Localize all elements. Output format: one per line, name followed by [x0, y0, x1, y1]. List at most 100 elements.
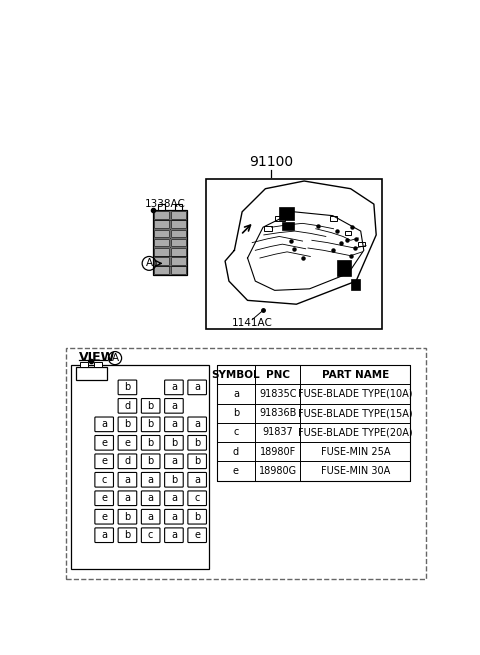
Text: e: e: [101, 493, 107, 503]
Bar: [282, 222, 294, 231]
FancyBboxPatch shape: [142, 528, 160, 542]
FancyBboxPatch shape: [118, 380, 137, 395]
FancyBboxPatch shape: [118, 436, 137, 450]
Text: 91836B: 91836B: [259, 408, 297, 418]
Text: a: a: [101, 419, 107, 429]
Bar: [154, 211, 169, 219]
Text: a: a: [171, 419, 177, 429]
Bar: [80, 362, 88, 367]
Text: b: b: [233, 408, 239, 418]
Bar: [71, 365, 209, 569]
Text: b: b: [147, 457, 154, 466]
Bar: [171, 220, 186, 228]
Text: e: e: [101, 457, 107, 466]
Bar: [171, 257, 186, 265]
Text: a: a: [101, 530, 107, 540]
Text: e: e: [101, 438, 107, 448]
Text: 18980F: 18980F: [260, 447, 296, 457]
Text: 91835C: 91835C: [259, 389, 297, 399]
Text: a: a: [194, 475, 200, 485]
Bar: [154, 267, 169, 274]
Bar: [171, 267, 186, 274]
Text: c: c: [148, 530, 154, 540]
FancyBboxPatch shape: [118, 472, 137, 487]
FancyBboxPatch shape: [95, 528, 113, 542]
FancyBboxPatch shape: [165, 491, 183, 506]
Text: VIEW: VIEW: [79, 351, 116, 364]
Text: b: b: [124, 530, 131, 540]
Text: c: c: [194, 493, 200, 503]
FancyBboxPatch shape: [165, 417, 183, 432]
Text: a: a: [124, 475, 131, 485]
Text: SYMBOL: SYMBOL: [212, 369, 260, 380]
FancyBboxPatch shape: [188, 528, 206, 542]
Bar: [278, 207, 294, 219]
FancyBboxPatch shape: [188, 510, 206, 524]
Text: A: A: [111, 353, 119, 363]
Bar: [330, 216, 337, 221]
Text: FUSE-MIN 25A: FUSE-MIN 25A: [321, 447, 390, 457]
Bar: [264, 227, 272, 231]
FancyBboxPatch shape: [95, 454, 113, 468]
Text: e: e: [233, 466, 239, 476]
FancyBboxPatch shape: [188, 454, 206, 468]
Text: 91837: 91837: [263, 428, 293, 438]
Text: a: a: [171, 530, 177, 540]
Text: a: a: [233, 389, 239, 399]
Text: a: a: [194, 383, 200, 392]
Text: d: d: [233, 447, 239, 457]
FancyBboxPatch shape: [142, 472, 160, 487]
Bar: [171, 229, 186, 237]
FancyBboxPatch shape: [142, 436, 160, 450]
FancyBboxPatch shape: [165, 528, 183, 542]
Text: b: b: [124, 512, 131, 522]
Bar: [154, 229, 169, 237]
Bar: [75, 367, 107, 381]
Text: b: b: [147, 438, 154, 448]
Bar: [337, 259, 351, 276]
Text: a: a: [124, 493, 131, 503]
Text: FUSE-MIN 30A: FUSE-MIN 30A: [321, 466, 390, 476]
Text: e: e: [124, 438, 131, 448]
Text: a: a: [148, 512, 154, 522]
Text: b: b: [147, 419, 154, 429]
Text: b: b: [124, 383, 131, 392]
Text: a: a: [148, 493, 154, 503]
Text: d: d: [124, 457, 131, 466]
FancyBboxPatch shape: [142, 491, 160, 506]
Text: FUSE-BLADE TYPE(10A): FUSE-BLADE TYPE(10A): [298, 389, 412, 399]
Bar: [154, 239, 169, 246]
Bar: [350, 279, 360, 290]
Bar: [154, 220, 169, 228]
FancyBboxPatch shape: [95, 491, 113, 506]
FancyBboxPatch shape: [188, 380, 206, 395]
Text: d: d: [124, 401, 131, 411]
FancyBboxPatch shape: [165, 380, 183, 395]
Bar: [171, 211, 186, 219]
FancyBboxPatch shape: [118, 398, 137, 413]
Bar: [154, 257, 169, 265]
Text: b: b: [147, 401, 154, 411]
Bar: [94, 362, 102, 367]
FancyBboxPatch shape: [142, 398, 160, 413]
FancyBboxPatch shape: [165, 510, 183, 524]
FancyBboxPatch shape: [165, 398, 183, 413]
Text: 18980G: 18980G: [259, 466, 297, 476]
Text: a: a: [171, 383, 177, 392]
FancyBboxPatch shape: [165, 472, 183, 487]
Text: b: b: [124, 419, 131, 429]
Text: e: e: [194, 530, 200, 540]
Text: b: b: [171, 475, 177, 485]
FancyBboxPatch shape: [142, 510, 160, 524]
Text: a: a: [171, 493, 177, 503]
Text: e: e: [101, 512, 107, 522]
Text: a: a: [148, 475, 154, 485]
FancyBboxPatch shape: [118, 528, 137, 542]
Text: c: c: [233, 428, 239, 438]
Text: b: b: [171, 438, 177, 448]
Bar: [153, 210, 187, 275]
Text: b: b: [194, 457, 200, 466]
Bar: [154, 248, 169, 255]
Bar: [171, 248, 186, 255]
FancyBboxPatch shape: [142, 417, 160, 432]
